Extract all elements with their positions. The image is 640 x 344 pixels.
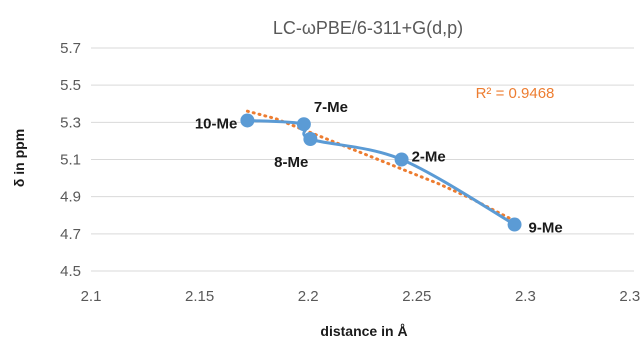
data-point [303, 132, 318, 147]
y-tick-label: 5.7 [60, 40, 81, 57]
point-label: 2-Me [412, 149, 446, 166]
y-tick-label: 5.1 [60, 152, 81, 169]
point-label: 9-Me [529, 220, 563, 237]
y-tick-label: 4.5 [60, 263, 81, 280]
data-point [240, 113, 255, 128]
y-axis-ticks: 4.5 4.7 4.9 5.1 5.3 5.5 5.7 [60, 40, 81, 280]
y-tick-label: 4.7 [60, 226, 81, 243]
x-axis-label: distance in Å [320, 323, 407, 339]
y-tick-label: 5.5 [60, 77, 81, 94]
y-tick-label: 5.3 [60, 114, 81, 131]
y-tick-label: 4.9 [60, 189, 81, 206]
x-axis-ticks: 2.1 2.15 2.2 2.25 2.3 2.35 [81, 288, 640, 305]
x-tick-label: 2.15 [185, 288, 214, 305]
point-label: 8-Me [274, 154, 308, 171]
y-axis-label: δ in ppm [11, 129, 27, 187]
point-label: 7-Me [314, 99, 348, 116]
point-label: 10-Me [195, 115, 238, 132]
data-point [296, 117, 311, 132]
data-point [507, 217, 522, 232]
x-tick-label: 2.35 [619, 288, 640, 305]
gridlines [91, 47, 634, 272]
data-point [394, 152, 409, 167]
x-tick-label: 2.2 [298, 288, 319, 305]
r-squared-label: R² = 0.9468 [476, 85, 555, 102]
x-tick-label: 2.25 [402, 288, 431, 305]
chart-title: LC-ωPBE/6-311+G(d,p) [273, 18, 463, 38]
x-tick-label: 2.3 [515, 288, 536, 305]
x-tick-label: 2.1 [81, 288, 102, 305]
point-labels: 10-Me 7-Me 8-Me 2-Me 9-Me [195, 99, 563, 236]
data-series [240, 113, 522, 232]
series-line [247, 118, 516, 226]
